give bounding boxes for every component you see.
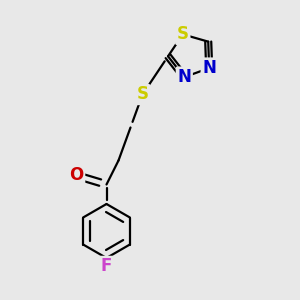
Text: N: N <box>202 59 216 77</box>
Text: S: S <box>177 26 189 44</box>
Text: O: O <box>69 167 84 184</box>
Text: S: S <box>136 85 148 103</box>
Text: N: N <box>177 68 191 86</box>
Text: F: F <box>101 257 112 275</box>
